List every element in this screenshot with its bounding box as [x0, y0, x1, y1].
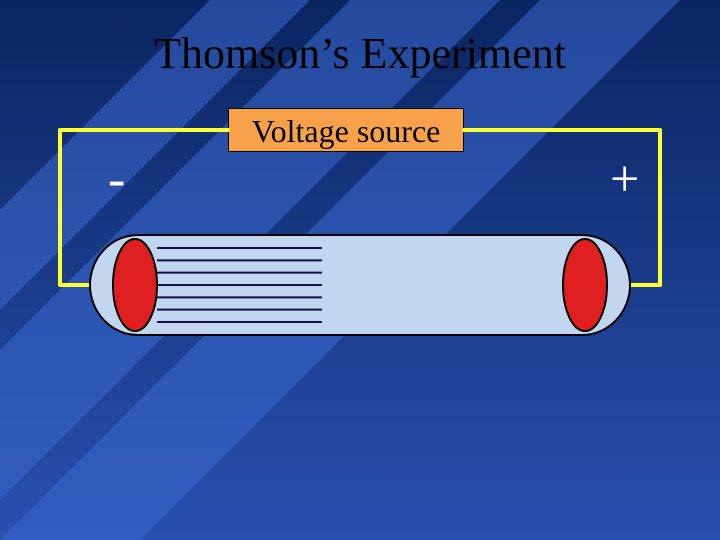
cathode-electrode: [113, 239, 157, 331]
cathode-ray-tube: [90, 235, 630, 335]
thomson-diagram: [0, 0, 720, 540]
anode-electrode: [563, 239, 607, 331]
